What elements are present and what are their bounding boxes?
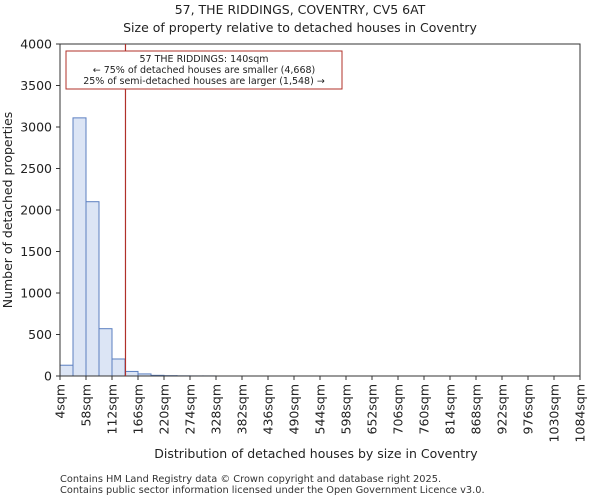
y-tick-label: 2000 [20, 203, 52, 218]
annotation-text: ← 75% of detached houses are smaller (4,… [93, 65, 316, 76]
y-tick-label: 3000 [20, 120, 52, 135]
x-tick-label: 760sqm [417, 384, 432, 434]
footer-copyright: Contains HM Land Registry data © Crown c… [60, 474, 442, 485]
histogram-bar [72, 117, 87, 377]
x-tick-label: 436sqm [261, 384, 276, 434]
x-tick-label: 58sqm [79, 384, 94, 427]
plot-frame [59, 43, 581, 377]
x-axis-title: Distribution of detached houses by size … [154, 446, 478, 461]
x-tick-label: 490sqm [287, 384, 302, 434]
y-axis-title: Number of detached properties [0, 112, 15, 309]
y-tick-label: 2500 [20, 161, 52, 176]
x-tick-label: 706sqm [391, 384, 406, 434]
chart-title: 57, THE RIDDINGS, COVENTRY, CV5 6AT [174, 2, 426, 17]
annotation-text: 57 THE RIDDINGS: 140sqm [140, 54, 269, 65]
x-tick-label: 382sqm [235, 384, 250, 434]
x-tick-label: 814sqm [443, 384, 458, 434]
y-tick-label: 1000 [20, 286, 52, 301]
y-tick-label: 500 [28, 327, 52, 342]
x-tick-label: 598sqm [339, 384, 354, 434]
x-tick-label: 328sqm [209, 384, 224, 434]
x-tick-label: 1030sqm [547, 384, 562, 442]
x-tick-label: 4sqm [53, 384, 68, 419]
x-tick-label: 976sqm [521, 384, 536, 434]
x-tick-label: 166sqm [131, 384, 146, 434]
y-tick-label: 0 [44, 369, 52, 384]
x-tick-label: 274sqm [183, 384, 198, 434]
y-tick-label: 3500 [20, 78, 52, 93]
x-tick-label: 112sqm [105, 384, 120, 434]
footer-licence: Contains public sector information licen… [60, 485, 485, 496]
x-tick-label: 1084sqm [573, 384, 588, 442]
x-tick-label: 922sqm [495, 384, 510, 434]
histogram-bar [111, 358, 126, 377]
chart-subtitle: Size of property relative to detached ho… [123, 20, 477, 35]
x-tick-label: 544sqm [313, 384, 328, 434]
histogram-bar [59, 364, 74, 377]
y-tick-label: 1500 [20, 244, 52, 259]
x-tick-label: 652sqm [365, 384, 380, 434]
annotation-box [65, 50, 343, 90]
x-tick-label: 220sqm [157, 384, 172, 434]
histogram-bar [124, 370, 139, 377]
histogram-bar [85, 201, 100, 377]
histogram-bar [98, 328, 113, 377]
annotation-text: 25% of semi-detached houses are larger (… [83, 76, 325, 87]
y-tick-label: 4000 [20, 37, 52, 52]
x-tick-label: 868sqm [469, 384, 484, 434]
